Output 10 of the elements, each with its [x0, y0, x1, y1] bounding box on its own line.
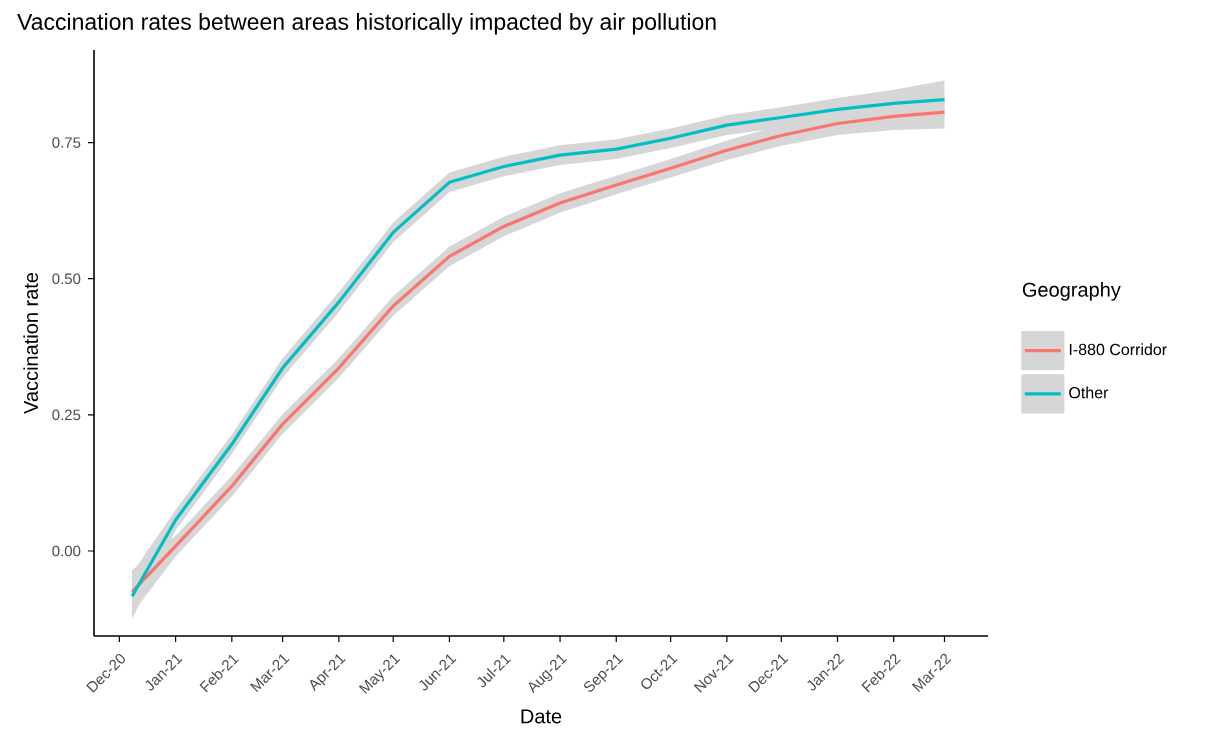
legend-label: I-880 Corridor: [1069, 343, 1167, 356]
y-axis-title: Vaccination rate: [23, 272, 38, 414]
y-tick-label: 0.00: [52, 545, 81, 557]
legend-title: Geography: [1022, 282, 1121, 301]
y-tick-label: 0.25: [52, 409, 81, 421]
x-axis-title: Date: [521, 709, 562, 724]
legend-label: Other: [1069, 386, 1109, 399]
chart-title: Vaccination rates between areas historically impacted by air pollution: [17, 13, 716, 35]
y-tick-label: 0.50: [52, 273, 81, 285]
y-tick-label: 0.75: [52, 137, 81, 148]
